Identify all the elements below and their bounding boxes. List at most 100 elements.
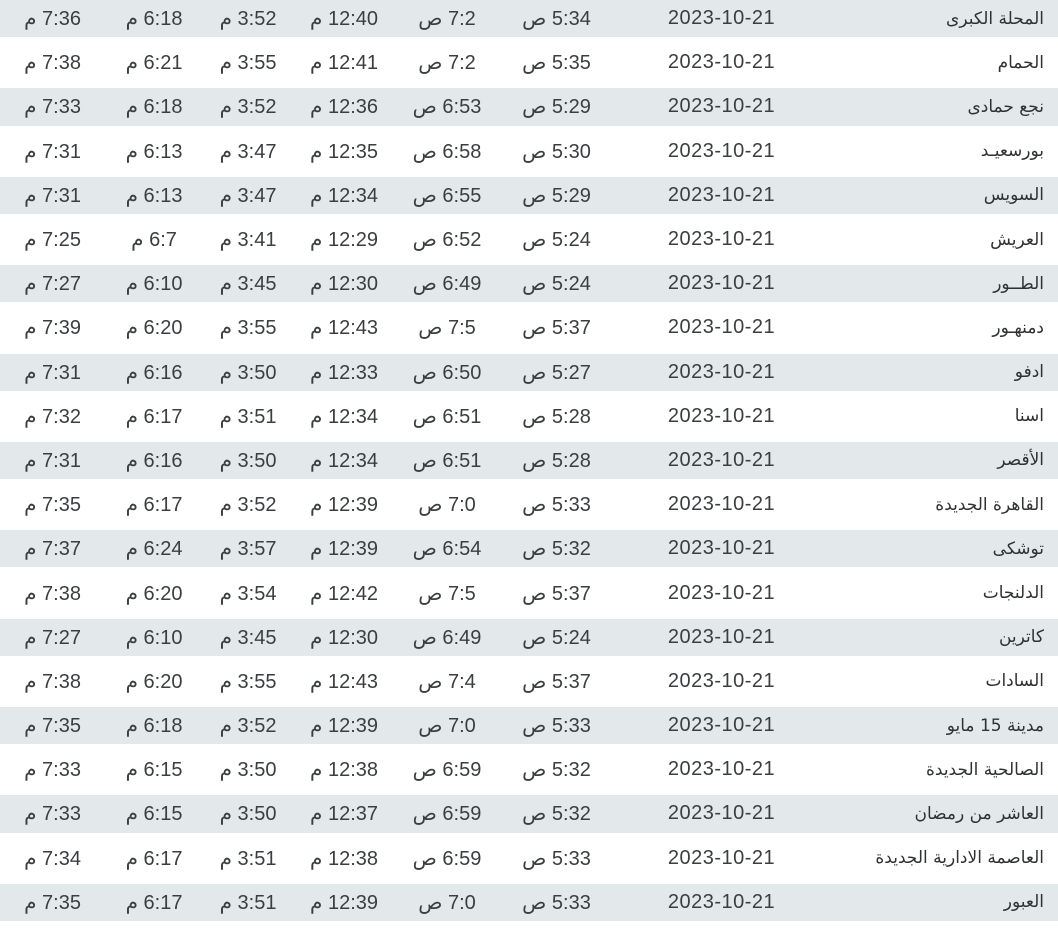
fajr-time-cell: 5:37 ص [522,670,591,693]
dhuhr-time-cell: 12:30 م [310,273,379,296]
city-name-cell: القاهرة الجديدة [935,494,1044,515]
dhuhr-time-cell: 12:40 م [310,8,379,31]
maghrib-time-cell: 6:13 م [125,140,183,163]
table-row: بورسعيـد 2023-10-21 5:30 ص 6:58 ص 12:35 م 3:4… [0,132,1058,177]
dhuhr-time-cell: 12:42 م [310,582,379,605]
city-name-cell: العبور [1003,892,1044,913]
maghrib-time-cell: 6:18 م [125,8,183,31]
dhuhr-time-cell: 12:38 م [310,847,379,870]
asr-time-cell: 3:54 م [219,582,277,605]
dhuhr-time-cell: 12:34 م [310,405,379,428]
fajr-time-cell: 5:37 ص [522,582,591,605]
sunrise-time-cell: 6:49 ص [412,273,482,296]
dhuhr-time-cell: 12:39 م [310,715,379,738]
isha-time-cell: 7:35 م [24,715,81,738]
table-row: توشكى 2023-10-21 5:32 ص 6:54 ص 12:39 م 3:57 م… [0,530,1058,575]
isha-time-cell: 7:27 م [24,273,81,296]
table-row: القاهرة الجديدة 2023-10-21 5:33 ص 7:0 ص 12:3… [0,486,1058,531]
isha-time-cell: 7:36 م [24,8,81,31]
dhuhr-time-cell: 12:34 م [310,184,379,207]
isha-time-cell: 7:25 م [24,229,81,252]
isha-time-cell: 7:33 م [24,803,81,826]
isha-time-cell: 7:33 م [24,96,81,119]
maghrib-time-cell: 6:15 م [125,759,183,782]
isha-time-cell: 7:38 م [24,670,81,693]
sunrise-time-cell: 6:52 ص [412,229,482,252]
city-name-cell: السويس [983,185,1044,206]
city-name-cell: بورسعيـد [980,141,1044,162]
table-row: الدلنجات 2023-10-21 5:37 ص 7:5 ص 12:42 م 3:54… [0,574,1058,619]
table-row: دمنهـور 2023-10-21 5:37 ص 7:5 ص 12:43 م 3:55 … [0,309,1058,354]
table-row: اسنا 2023-10-21 5:28 ص 6:51 ص 12:34 م 3:51 م 6… [0,397,1058,442]
dhuhr-time-cell: 12:37 م [310,803,379,826]
asr-time-cell: 3:51 م [219,405,277,428]
sunrise-time-cell: 6:50 ص [412,361,482,384]
maghrib-time-cell: 6:20 م [125,317,183,340]
maghrib-time-cell: 6:18 م [125,715,183,738]
maghrib-time-cell: 6:20 م [125,670,183,693]
city-name-cell: الصالحية الجديدة [926,759,1044,780]
date-cell: 2023-10-21 [667,51,776,74]
table-row: العبور 2023-10-21 5:33 ص 7:0 ص 12:39 م 3:51 م… [0,883,1058,928]
asr-time-cell: 3:51 م [219,891,277,914]
maghrib-time-cell: 6:10 م [125,273,183,296]
dhuhr-time-cell: 12:39 م [310,891,379,914]
maghrib-time-cell: 6:15 م [125,803,183,826]
table-row: كاترين 2023-10-21 5:24 ص 6:49 ص 12:30 م 3:45 … [0,618,1058,663]
isha-time-cell: 7:34 م [24,847,81,870]
sunrise-time-cell: 6:54 ص [412,538,482,561]
asr-time-cell: 3:57 م [219,538,277,561]
isha-time-cell: 7:33 م [24,759,81,782]
isha-time-cell: 7:31 م [24,449,81,472]
date-cell: 2023-10-21 [667,669,776,692]
isha-time-cell: 7:38 م [24,52,81,75]
sunrise-time-cell: 7:0 ص [418,494,476,517]
sunrise-time-cell: 6:59 ص [412,759,482,782]
dhuhr-time-cell: 12:39 م [310,538,379,561]
isha-time-cell: 7:31 م [24,184,81,207]
dhuhr-time-cell: 12:41 م [310,52,379,75]
maghrib-time-cell: 6:21 م [125,52,183,75]
asr-time-cell: 3:41 م [219,229,277,252]
fajr-time-cell: 5:33 ص [522,715,591,738]
sunrise-time-cell: 7:5 ص [418,582,476,605]
isha-time-cell: 7:32 م [24,405,81,428]
table-row: المحلة الكبرى 2023-10-21 5:34 ص 7:2 ص 12:40 … [0,0,1058,45]
sunrise-time-cell: 7:4 ص [418,670,476,693]
sunrise-time-cell: 6:51 ص [412,449,482,472]
fajr-time-cell: 5:27 ص [522,361,591,384]
maghrib-time-cell: 6:24 م [125,538,183,561]
date-cell: 2023-10-21 [667,493,776,516]
table-row: الأقصر 2023-10-21 5:28 ص 6:51 ص 12:34 م 3:50 … [0,441,1058,487]
table-row: ادفو 2023-10-21 5:27 ص 6:50 ص 12:33 م 3:50 م 6… [0,353,1058,398]
table-row: السادات 2023-10-21 5:37 ص 7:4 ص 12:43 م 3:55 … [0,662,1058,707]
fajr-time-cell: 5:32 ص [522,538,591,561]
isha-time-cell: 7:38 م [24,582,81,605]
city-name-cell: الحمام [997,52,1044,73]
isha-time-cell: 7:39 م [24,317,81,340]
fajr-time-cell: 5:33 ص [522,494,591,517]
date-cell: 2023-10-21 [667,7,776,30]
asr-time-cell: 3:47 م [219,184,277,207]
sunrise-time-cell: 7:0 ص [418,891,476,914]
fajr-time-cell: 5:32 ص [522,803,591,826]
date-cell: 2023-10-21 [667,316,776,339]
maghrib-time-cell: 6:16 م [125,449,183,472]
date-cell: 2023-10-21 [667,537,776,560]
sunrise-time-cell: 6:53 ص [412,96,482,119]
fajr-time-cell: 5:28 ص [522,405,591,428]
date-cell: 2023-10-21 [667,581,776,604]
sunrise-time-cell: 6:49 ص [412,626,482,649]
asr-time-cell: 3:50 م [219,803,277,826]
asr-time-cell: 3:51 م [219,847,277,870]
isha-time-cell: 7:31 م [24,140,81,163]
sunrise-time-cell: 7:0 ص [418,715,476,738]
table-row: السويس 2023-10-21 5:29 ص 6:55 ص 12:34 م 3:47 … [0,176,1058,221]
date-cell: 2023-10-21 [667,183,776,206]
fajr-time-cell: 5:30 ص [522,140,591,163]
city-name-cell: نجع حمادى [967,96,1044,117]
asr-time-cell: 3:52 م [219,715,277,738]
asr-time-cell: 3:45 م [219,273,277,296]
dhuhr-time-cell: 12:38 م [310,759,379,782]
maghrib-time-cell: 6:10 م [125,626,183,649]
